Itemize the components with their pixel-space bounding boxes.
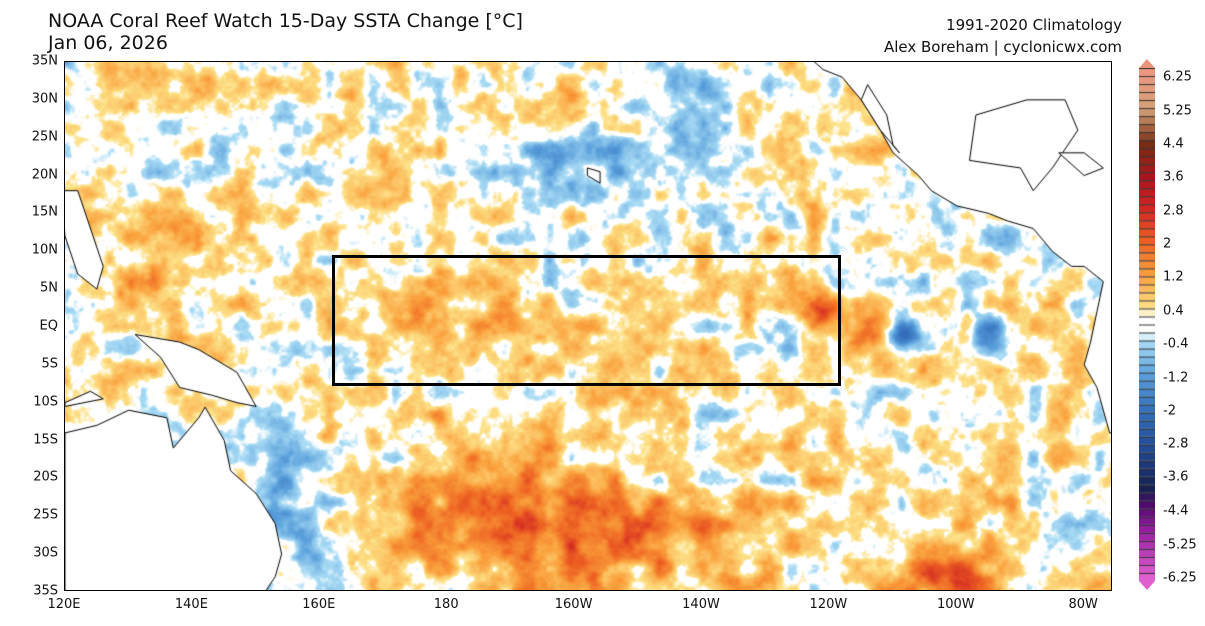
colorbar-label: 3.6 <box>1163 169 1184 185</box>
lat-label: 5N <box>40 280 58 296</box>
lat-label: 25N <box>31 129 58 145</box>
colorbar-label: -4.4 <box>1163 503 1189 519</box>
ssta-field <box>65 62 1111 590</box>
lat-label: 25S <box>33 507 58 523</box>
colorbar-label: -0.4 <box>1163 336 1189 352</box>
lon-label: 120E <box>47 597 81 612</box>
credits: 1991-2020 Climatology Alex Boreham | cycl… <box>884 14 1122 58</box>
lat-label: 20N <box>31 167 58 183</box>
lat-label: 20S <box>33 469 58 485</box>
lat-label: 30N <box>31 91 58 107</box>
highlight-box <box>332 255 841 386</box>
lat-label: 35S <box>33 583 58 599</box>
title-text: NOAA Coral Reef Watch 15-Day SSTA Change… <box>48 10 523 32</box>
colorbar-label: -3.6 <box>1163 469 1189 485</box>
colorbar-label: -1.2 <box>1163 370 1189 386</box>
lon-label: 180 <box>433 597 459 612</box>
lat-label: 15S <box>33 432 58 448</box>
lon-label: 100W <box>936 597 975 612</box>
ssta-map <box>64 61 1112 591</box>
colorbar-label: 2.8 <box>1163 203 1184 219</box>
credit-text: Alex Boreham | cyclonicwx.com <box>883 38 1122 56</box>
lat-label: 5S <box>41 356 58 372</box>
lon-label: 80W <box>1068 597 1098 612</box>
lon-label: 140W <box>682 597 720 612</box>
colorbar-label: 2 <box>1163 236 1172 252</box>
lat-label: EQ <box>39 318 58 334</box>
colorbar-label: -6.25 <box>1163 570 1197 586</box>
lon-label: 140E <box>174 597 208 612</box>
colorbar-label: 6.25 <box>1163 69 1192 85</box>
lat-label: 10N <box>31 242 58 258</box>
colorbar-label: 5.25 <box>1163 103 1192 119</box>
colorbar-min-arrow <box>1139 581 1155 590</box>
lat-label: 15N <box>31 204 58 220</box>
colorbar-label: 4.4 <box>1163 136 1184 152</box>
date-text: Jan 06, 2026 <box>48 32 168 54</box>
colorbar <box>1139 68 1155 581</box>
lon-label: 160W <box>554 597 593 612</box>
lat-label: 10S <box>33 394 58 410</box>
lon-label: 160E <box>302 597 336 612</box>
climatology-text: 1991-2020 Climatology <box>946 16 1122 34</box>
lat-label: 35N <box>31 53 58 69</box>
colorbar-label: -2 <box>1163 403 1176 419</box>
chart-title: NOAA Coral Reef Watch 15-Day SSTA Change… <box>48 10 523 54</box>
colorbar-label: 0.4 <box>1163 303 1184 319</box>
lon-label: 120W <box>809 597 848 612</box>
lat-label: 30S <box>33 545 58 561</box>
colorbar-label: 1.2 <box>1163 269 1184 285</box>
colorbar-label: -2.8 <box>1163 436 1189 452</box>
colorbar-label: -5.25 <box>1163 537 1197 553</box>
colorbar-max-arrow <box>1139 59 1155 68</box>
